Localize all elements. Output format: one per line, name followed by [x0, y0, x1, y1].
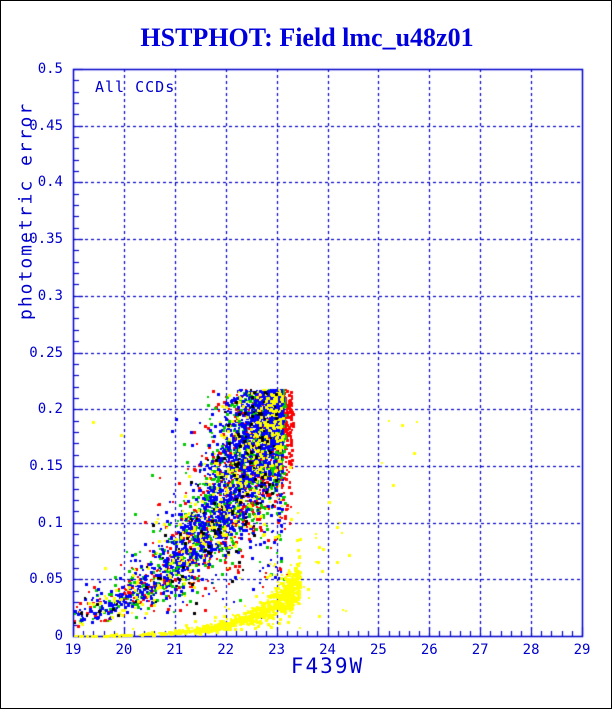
y-tick-label: 0.1 — [37, 514, 63, 531]
x-tick-label: 21 — [166, 642, 184, 658]
y-tick-label: 0.05 — [29, 571, 63, 588]
all-ccds-annotation: All CCDs — [95, 78, 176, 96]
x-tick-label: 27 — [471, 642, 489, 658]
y-tick-label: 0.3 — [37, 287, 63, 304]
y-tick-label: 0 — [54, 628, 63, 644]
y-tick-label: 0.35 — [29, 231, 63, 248]
y-tick-label: 0.15 — [29, 457, 63, 474]
x-tick-label: 24 — [319, 642, 336, 658]
x-tick-label: 28 — [522, 642, 540, 658]
x-tick-label: 25 — [369, 642, 387, 658]
x-axis-label: F439W — [290, 654, 365, 678]
y-tick-label: 0.4 — [37, 174, 63, 191]
y-tick-label: 0.2 — [37, 401, 63, 418]
x-tick-label: 23 — [268, 642, 286, 658]
y-axis-label: photometric error — [15, 101, 37, 321]
x-tick-label: 26 — [420, 642, 438, 658]
x-tick-label: 29 — [573, 642, 591, 658]
x-tick-label: 20 — [115, 642, 133, 658]
y-tick-label: 0.25 — [29, 344, 63, 361]
x-tick-label: 19 — [64, 642, 82, 658]
x-tick-label: 22 — [217, 642, 235, 658]
y-tick-label: 0.45 — [29, 117, 63, 134]
y-tick-label: 0.5 — [37, 61, 63, 77]
